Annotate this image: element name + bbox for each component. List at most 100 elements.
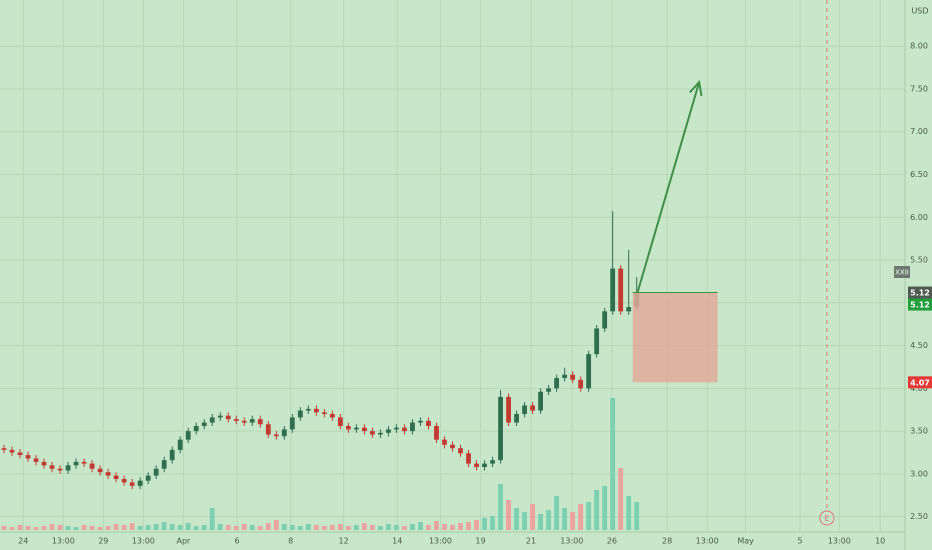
- volume-bar: [378, 526, 383, 530]
- volume-bar: [450, 525, 455, 530]
- volume-bar: [33, 527, 39, 530]
- x-tick-label: Apr: [176, 537, 191, 546]
- overlay-layer: E: [632, 0, 835, 526]
- candle-body: [450, 444, 455, 449]
- volume-bar: [554, 496, 560, 530]
- trend-arrow: [636, 81, 701, 293]
- price-tag: [908, 376, 932, 389]
- candle-body: [522, 405, 527, 414]
- x-tick-label: 8: [288, 537, 293, 546]
- x-tick-label: 13:00: [560, 537, 583, 546]
- candle-body: [217, 415, 223, 418]
- volume-bar: [145, 525, 151, 530]
- volume-bar: [506, 500, 511, 530]
- x-tick-label: 14: [392, 537, 402, 546]
- price-tag: [908, 286, 932, 299]
- y-tick-label: 7.50: [910, 84, 928, 93]
- volume-bar: [337, 524, 343, 530]
- volume-bar: [9, 527, 15, 530]
- volume-bar: [129, 523, 135, 530]
- volume-bar: [217, 524, 223, 530]
- candle-body: [458, 448, 463, 454]
- candle-body: [1, 448, 7, 450]
- x-tick-label: 12: [338, 537, 348, 546]
- y-tick-label: 2.50: [910, 512, 928, 521]
- volume-bar: [113, 524, 119, 530]
- candle-body: [57, 468, 63, 471]
- volume-bar: [578, 504, 584, 530]
- candle-body: [41, 461, 47, 466]
- candle-body: [378, 432, 383, 435]
- candle-body: [362, 427, 367, 432]
- volume-bar: [297, 526, 303, 530]
- volume-bar: [442, 524, 447, 530]
- volume-bar: [305, 524, 311, 530]
- candle-body: [426, 420, 431, 426]
- candle-body: [618, 268, 624, 312]
- candle-body: [273, 434, 279, 437]
- candle-body: [394, 427, 399, 430]
- candle-body: [233, 419, 239, 421]
- candle-body: [177, 439, 183, 450]
- volume-bar: [89, 526, 95, 530]
- volume-bar: [81, 525, 87, 530]
- candle-body: [466, 453, 471, 464]
- y-tick-label: 3.00: [910, 469, 928, 478]
- volume-bar: [546, 510, 552, 530]
- volume-bar: [105, 526, 111, 530]
- x-tick-label: 13:00: [132, 537, 155, 546]
- candle-body: [594, 328, 600, 355]
- volume-bar: [185, 523, 191, 530]
- volume-bar: [530, 504, 535, 530]
- volume-bar: [570, 512, 576, 530]
- volume-bar: [490, 516, 495, 530]
- volume-bar: [249, 525, 255, 530]
- candle-body: [89, 463, 95, 469]
- candle-body: [297, 410, 303, 418]
- volume-bar: [41, 526, 47, 530]
- candle-body: [482, 463, 487, 468]
- candle-body: [337, 417, 343, 426]
- candle-body: [113, 475, 119, 480]
- volume-bar: [466, 522, 471, 530]
- candle-body: [602, 311, 608, 329]
- volume-bar: [586, 502, 592, 530]
- volume-bar: [410, 524, 415, 530]
- candle-body: [562, 374, 568, 379]
- x-tick-label: 24: [18, 537, 28, 546]
- volume-bar: [418, 522, 423, 530]
- volume-bar: [538, 514, 543, 530]
- candle-body: [329, 413, 335, 418]
- volume-bar: [313, 525, 319, 530]
- candle-body: [442, 439, 447, 445]
- volume-bar: [153, 524, 159, 530]
- volume-bar: [474, 520, 479, 530]
- candle-body: [281, 429, 287, 437]
- candle-body: [145, 475, 151, 481]
- volume-bar: [329, 525, 335, 530]
- volume-bar: [626, 496, 632, 530]
- candle-body: [434, 425, 439, 440]
- volume-bar: [257, 526, 263, 530]
- x-tick-label: May: [737, 537, 754, 546]
- candle-body: [610, 268, 616, 312]
- candle-body: [81, 461, 87, 464]
- arrow-head: [689, 79, 703, 97]
- candle-body: [121, 479, 127, 483]
- volume-bar: [345, 526, 351, 530]
- y-tick-label: 5.50: [910, 256, 928, 265]
- volume-bar: [522, 512, 527, 530]
- candle-body: [9, 449, 15, 453]
- volume-bar: [137, 526, 143, 530]
- volume-bar: [273, 520, 279, 530]
- candle-body: [17, 452, 23, 456]
- candle-body: [137, 480, 143, 486]
- volume-bar: [281, 524, 287, 530]
- volume-bar: [201, 525, 207, 530]
- x-tick-label: 13:00: [429, 537, 452, 546]
- candle-body: [546, 388, 552, 392]
- x-tick-label: 29: [98, 537, 108, 546]
- candle-body: [498, 396, 503, 461]
